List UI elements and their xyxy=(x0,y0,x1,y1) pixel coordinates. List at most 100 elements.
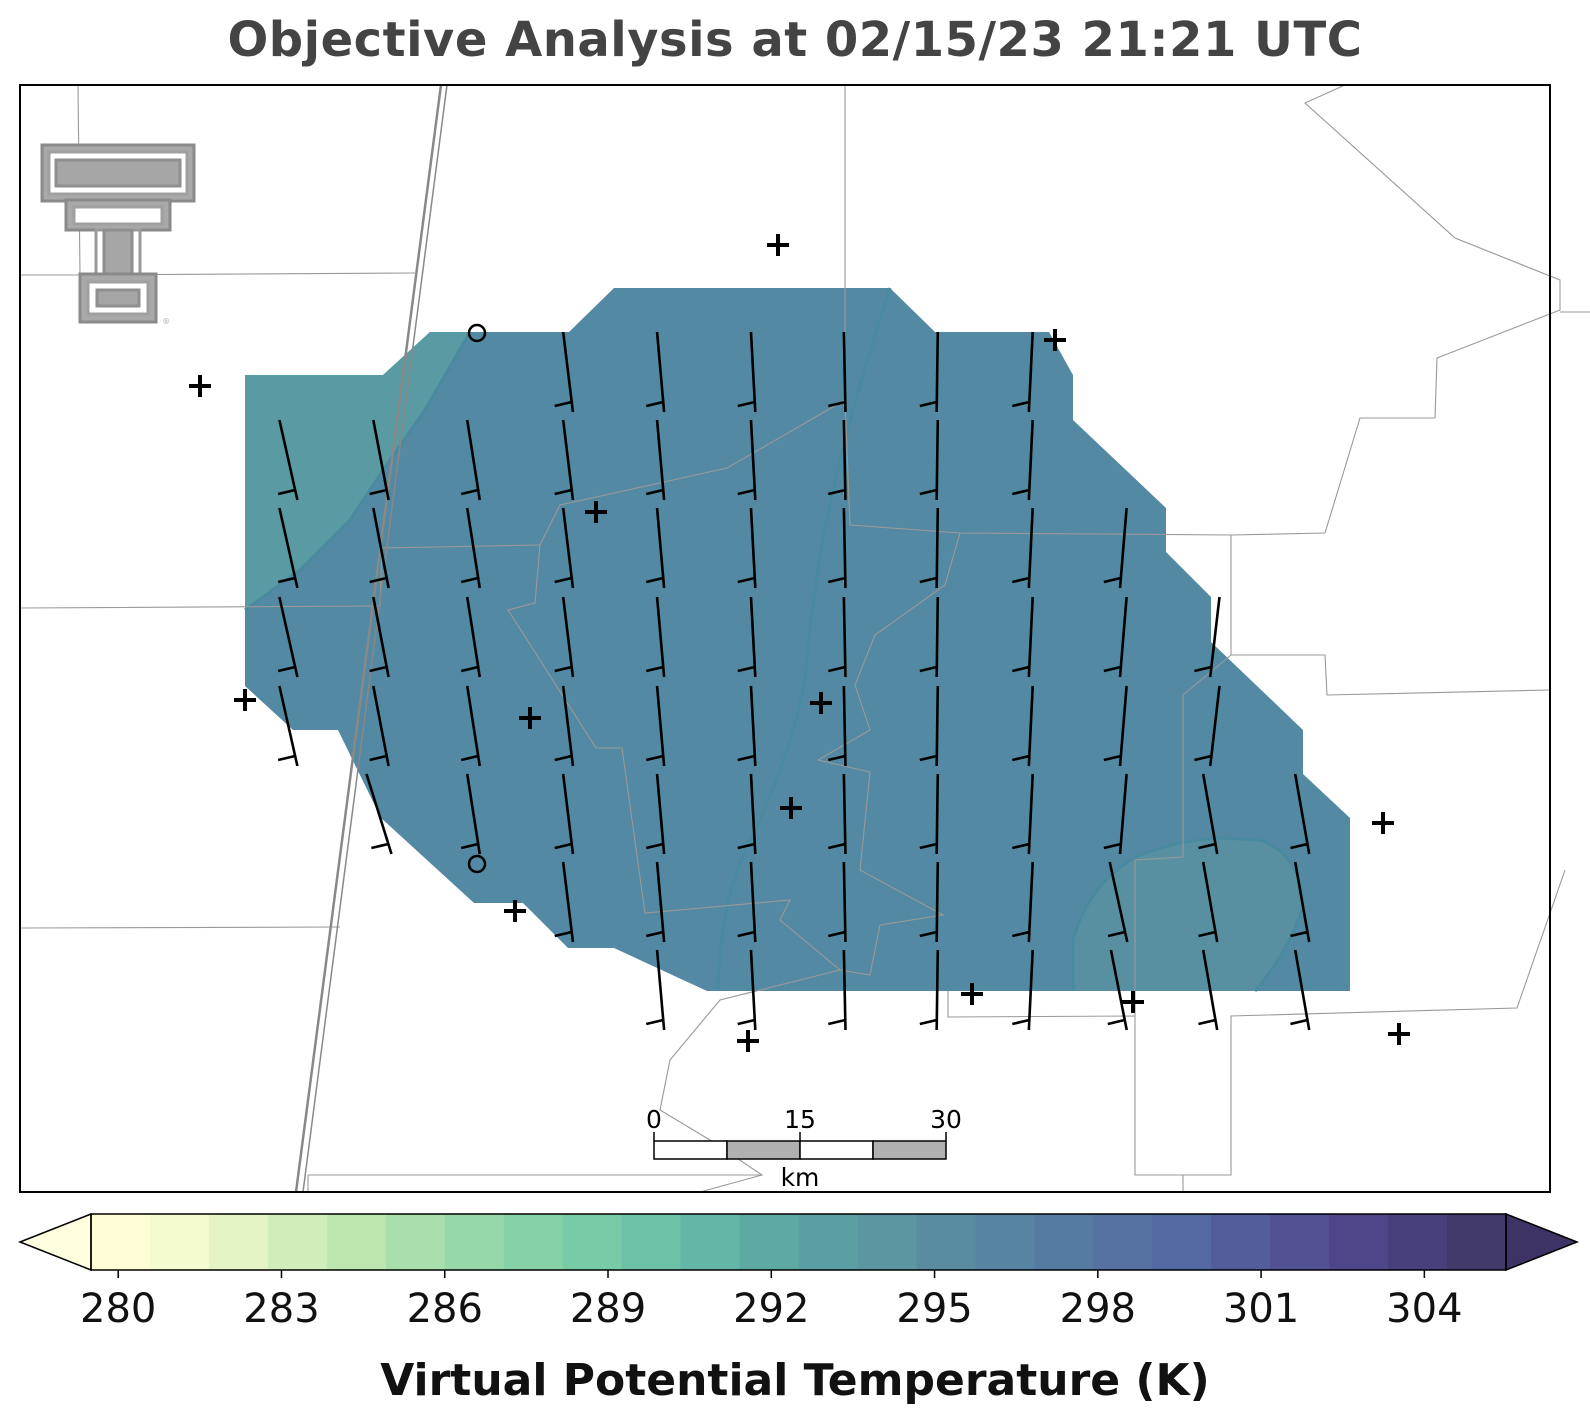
colorbar-extend-low xyxy=(17,1212,92,1272)
wind-barb-shaft xyxy=(842,773,847,855)
wind-barb-flag xyxy=(645,488,664,496)
scale-segment xyxy=(726,1140,801,1160)
wind-barb-flag xyxy=(371,842,389,850)
theta-v-southeast-pocket xyxy=(1073,838,1303,991)
wind-barb-shaft xyxy=(372,419,390,501)
wind-barb-flag xyxy=(1012,930,1030,938)
wind-barb-flag xyxy=(919,930,938,938)
wind-barb-shaft xyxy=(655,596,666,678)
colorbar-cell xyxy=(739,1214,800,1270)
wind-barb-shaft xyxy=(1293,949,1311,1031)
wind-barb-shaft xyxy=(749,419,757,501)
wind-barb-flag xyxy=(277,576,296,584)
wind-barb-shaft xyxy=(1027,419,1034,501)
wind-barb-shaft xyxy=(561,419,575,501)
wind-barb-flag xyxy=(737,488,756,496)
wind-barb-shaft xyxy=(1027,861,1034,943)
colorbar-tick-label: 298 xyxy=(1060,1286,1136,1332)
colorbar-cell xyxy=(267,1214,328,1270)
wind-barb-flag xyxy=(919,1018,938,1026)
texas-tech-double-t-logo: ® xyxy=(40,143,196,326)
map-frame xyxy=(19,84,1551,1193)
wind-barb-flag xyxy=(369,488,387,496)
wind-barb-flag xyxy=(1290,842,1308,850)
wind-barb-flag xyxy=(554,930,573,938)
wind-barb-flag xyxy=(1103,665,1122,673)
wind-barb-flag xyxy=(1107,930,1126,938)
wind-barb-flag xyxy=(919,400,938,408)
wind-barb-shaft xyxy=(1027,507,1034,589)
wind-barb-shaft xyxy=(935,773,940,855)
wind-barb-shaft xyxy=(1293,861,1311,943)
wind-barb-shaft xyxy=(561,507,575,589)
colorbar-cell xyxy=(444,1214,505,1270)
colorbar-cell xyxy=(1152,1214,1212,1270)
colorbar-tick-label: 286 xyxy=(407,1286,483,1332)
wind-barb-shaft xyxy=(278,685,299,767)
wind-barb-shaft xyxy=(1027,685,1034,767)
colorbar-cell xyxy=(975,1214,1035,1270)
wind-barb-flag xyxy=(827,576,846,584)
colorbar-extend-high xyxy=(1505,1212,1580,1272)
colorbar-cell xyxy=(621,1214,682,1270)
colorbar-cell xyxy=(1270,1214,1330,1270)
wind-barb-flag xyxy=(827,930,846,938)
wind-barb-shaft xyxy=(655,331,666,413)
colorbar-label: Virtual Potential Temperature (K) xyxy=(380,1355,1210,1406)
wind-barb-flag xyxy=(827,488,846,496)
wind-barb-shaft xyxy=(749,773,757,855)
station-circle-marker xyxy=(467,323,487,343)
wind-barb-flag xyxy=(1012,400,1030,408)
wind-barb-shaft xyxy=(1118,773,1128,855)
wind-barb-shaft xyxy=(1118,507,1128,589)
wind-barb-flag xyxy=(554,488,573,496)
wind-barb-shaft xyxy=(278,596,299,678)
scale-segment xyxy=(653,1140,728,1160)
wind-barb-flag xyxy=(460,665,479,673)
wind-barb-flag xyxy=(1290,930,1308,938)
wind-barb-shaft xyxy=(465,507,482,589)
wind-barb-shaft xyxy=(749,507,757,589)
colorbar-cell xyxy=(1211,1214,1271,1270)
colorbar-cell xyxy=(562,1214,623,1270)
wind-barb-flag xyxy=(1012,754,1030,762)
wind-barb-shaft xyxy=(561,773,575,855)
wind-barb-shaft xyxy=(1108,861,1129,943)
colorbar-cell xyxy=(857,1214,918,1270)
wind-barb-shaft xyxy=(655,861,666,943)
svg-text:®: ® xyxy=(162,317,170,326)
map-title: Objective Analysis at 02/15/23 21:21 UTC xyxy=(227,12,1363,68)
wind-barb-flag xyxy=(277,488,296,496)
wind-barb-shaft xyxy=(842,861,847,943)
wind-barb-shaft xyxy=(1201,861,1219,943)
wind-barb-flag xyxy=(737,930,756,938)
colorbar-tick-label: 280 xyxy=(80,1286,156,1332)
wind-barb-shaft xyxy=(842,949,847,1031)
wind-barb-flag xyxy=(369,576,387,584)
wind-barb-shaft xyxy=(1118,596,1128,678)
wind-barb-shaft xyxy=(365,773,393,855)
scale-bar: 0 15 30 km xyxy=(646,1105,962,1192)
colorbar-tick-label: 289 xyxy=(570,1286,646,1332)
wind-barb-shaft xyxy=(655,949,666,1031)
wind-barb-shaft xyxy=(655,507,666,589)
wind-barb-shaft xyxy=(372,507,390,589)
wind-barb-shaft xyxy=(1118,685,1128,767)
wind-barb-shaft xyxy=(655,685,666,767)
wind-barb-shaft xyxy=(278,507,299,589)
wind-barb-flag xyxy=(645,576,664,584)
highway-line xyxy=(294,84,448,1193)
wind-barbs xyxy=(277,331,1311,1031)
colorbar-cells xyxy=(91,1214,1507,1270)
wind-barb-flag xyxy=(1012,488,1030,496)
colorbar-cell xyxy=(1329,1214,1389,1270)
wind-barb-flag xyxy=(919,842,938,850)
wind-barb-shaft xyxy=(1208,596,1221,678)
wind-barb-shaft xyxy=(465,773,482,855)
station-symbols xyxy=(189,234,1410,1052)
colorbar-cell xyxy=(503,1214,564,1270)
scale-tick-label: 15 xyxy=(784,1105,816,1134)
wind-barb-flag xyxy=(645,1018,664,1026)
wind-barb-flag xyxy=(1290,1018,1308,1026)
